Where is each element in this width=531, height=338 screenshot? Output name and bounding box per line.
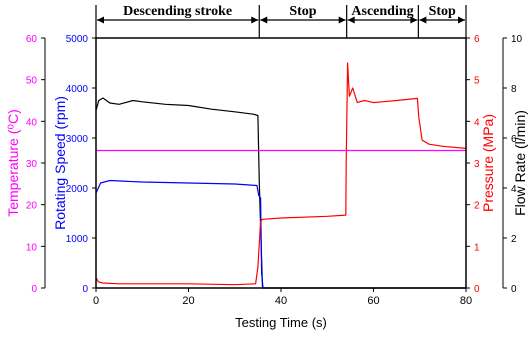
speed-tick-label: 1000 bbox=[66, 234, 89, 245]
flow-tick-label: 2 bbox=[511, 234, 517, 245]
phase-arrowhead-right bbox=[410, 16, 418, 24]
temperature-axis-title: Temperature (⁰C) bbox=[5, 109, 21, 217]
x-tick-label: 60 bbox=[367, 295, 379, 307]
flow-tick-label: 4 bbox=[511, 184, 517, 195]
phase-arrowhead-left bbox=[347, 16, 355, 24]
pressure-axis-title: Pressure (MPa) bbox=[480, 114, 496, 212]
x-axis-title: Testing Time (s) bbox=[235, 315, 327, 330]
x-tick-label: 40 bbox=[275, 295, 287, 307]
flow-series-line bbox=[95, 97, 466, 289]
phase-label: Stop bbox=[289, 4, 316, 19]
phase-label: Stop bbox=[429, 4, 456, 19]
flow-axis-title: Flow Rate (l/min) bbox=[512, 110, 528, 216]
temperature-tick-label: 40 bbox=[26, 117, 38, 128]
flow-tick-label: 10 bbox=[511, 34, 523, 45]
temperature-tick-label: 0 bbox=[31, 284, 37, 295]
flow-tick-label: 0 bbox=[511, 284, 517, 295]
phase-arrowhead-left bbox=[97, 16, 104, 24]
pressure-tick-label: 4 bbox=[474, 117, 480, 128]
pressure-tick-label: 3 bbox=[474, 159, 480, 170]
pressure-series-line bbox=[95, 62, 467, 286]
x-tick-label: 0 bbox=[93, 295, 99, 307]
speed-tick-label: 5000 bbox=[66, 34, 89, 45]
pressure-tick-label: 5 bbox=[474, 76, 480, 87]
temperature-tick-label: 30 bbox=[26, 159, 38, 170]
phase-label: Descending stroke bbox=[123, 4, 232, 19]
temperature-tick-label: 50 bbox=[26, 76, 38, 87]
pressure-tick-label: 1 bbox=[474, 242, 480, 253]
pressure-tick-label: 0 bbox=[474, 284, 480, 295]
pressure-tick-label: 2 bbox=[474, 201, 480, 212]
plot-frame bbox=[95, 37, 467, 289]
temperature-tick-label: 10 bbox=[26, 242, 38, 253]
phase-arrowhead-right bbox=[458, 16, 465, 24]
phase-label: Ascending bbox=[351, 4, 413, 19]
flow-tick-label: 6 bbox=[511, 134, 517, 145]
speed-tick-label: 0 bbox=[82, 284, 88, 295]
phase-arrowhead-left bbox=[260, 16, 268, 24]
temperature-tick-label: 20 bbox=[26, 201, 38, 212]
x-tick-label: 20 bbox=[182, 295, 194, 307]
speed-tick-label: 2000 bbox=[66, 184, 89, 195]
temperature-tick-label: 60 bbox=[26, 34, 38, 45]
pressure-tick-label: 6 bbox=[474, 34, 480, 45]
speed-tick-label: 3000 bbox=[66, 134, 89, 145]
x-tick-label: 80 bbox=[460, 295, 472, 307]
phase-arrowhead-right bbox=[338, 16, 346, 24]
flow-tick-label: 8 bbox=[511, 84, 517, 95]
phase-arrowhead-right bbox=[251, 16, 259, 24]
speed-axis-title: Rotating Speed (rpm) bbox=[52, 96, 68, 230]
speed-tick-label: 4000 bbox=[66, 84, 89, 95]
phase-arrowhead-left bbox=[419, 16, 427, 24]
speed-series-line bbox=[95, 179, 466, 289]
